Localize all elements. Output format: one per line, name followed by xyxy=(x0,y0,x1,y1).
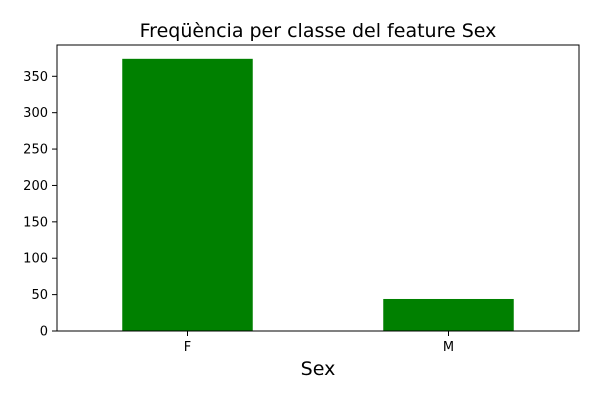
plot-frame xyxy=(56,44,580,332)
y-tick-label: 150 xyxy=(23,215,48,230)
y-tick-label: 50 xyxy=(31,288,48,303)
y-tick-label: 200 xyxy=(23,179,48,194)
y-tick-label: 250 xyxy=(23,143,48,158)
x-axis-label: Sex xyxy=(301,358,336,380)
y-tick-label: 100 xyxy=(23,252,48,267)
x-tick-label: M xyxy=(443,340,454,355)
bar-M xyxy=(383,298,514,331)
y-axis: 0 50 100 150 200 250 300 350 xyxy=(23,70,57,340)
y-tick-label: 300 xyxy=(23,106,48,121)
bar-F xyxy=(122,58,253,332)
x-tick-label: F xyxy=(184,340,191,355)
chart-title: Freqüència per classe del feature Sex xyxy=(140,20,497,42)
bars-layer xyxy=(122,58,514,332)
y-tick-label: 350 xyxy=(23,70,48,85)
y-tick-label: 0 xyxy=(40,325,48,340)
